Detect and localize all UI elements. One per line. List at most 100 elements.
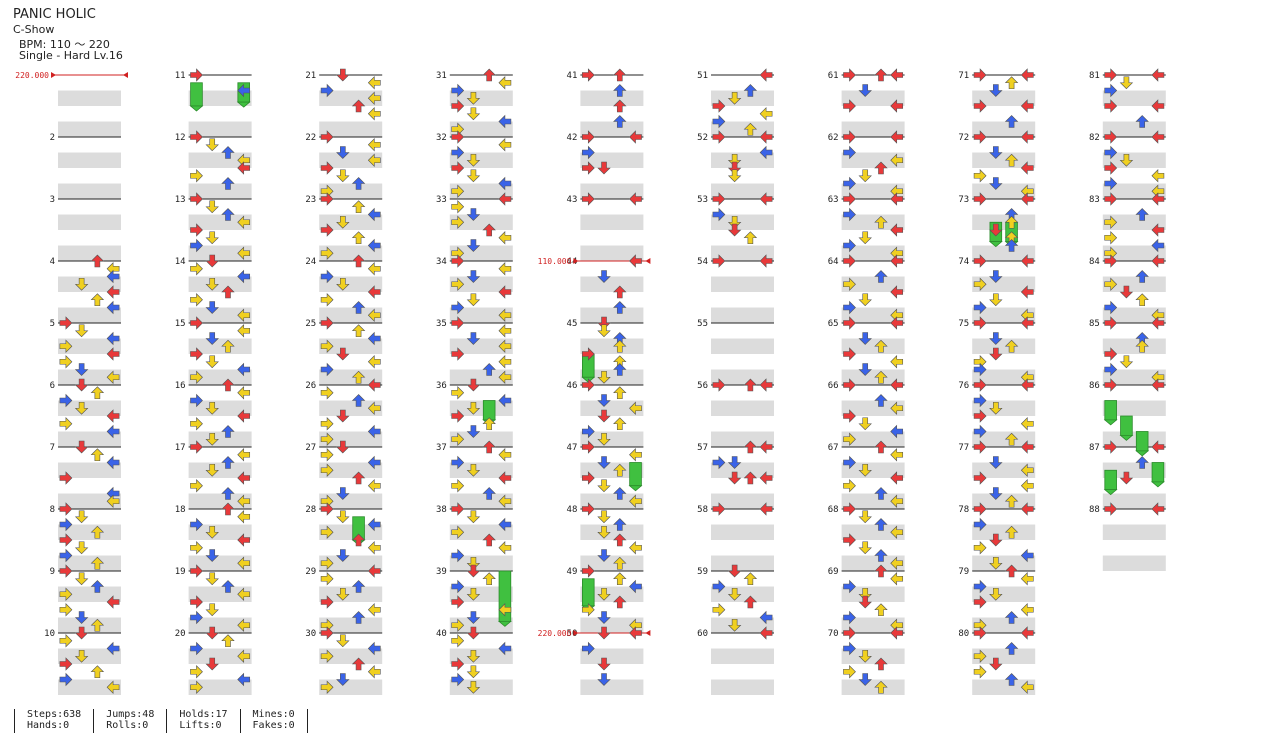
arrow-down-icon: [989, 177, 1003, 190]
arrow-down-icon: [466, 425, 481, 438]
beat-band: [711, 493, 774, 509]
measure-number: 76: [958, 381, 969, 391]
stats-column-end: [306, 709, 320, 733]
arrow-right-icon: [498, 192, 512, 206]
stats-column-holds: Holds:17 Lifts:0: [166, 709, 239, 733]
arrow-down-icon: [727, 587, 742, 601]
measure-number: 59: [697, 567, 708, 577]
arrow-up-icon: [221, 339, 235, 353]
beat-band: [841, 183, 905, 199]
arrow-up-icon: [221, 456, 235, 469]
measure-number: 33: [436, 195, 447, 205]
arrow-up-icon: [351, 231, 366, 245]
beat-band: [841, 555, 905, 571]
arrow-left-icon: [973, 277, 987, 291]
arrow-right-icon: [498, 285, 512, 299]
arrow-right-icon: [498, 393, 512, 408]
arrow-up-icon: [482, 223, 496, 237]
arrow-left-icon: [581, 440, 595, 454]
beat-band: [711, 214, 774, 230]
arrow-right-icon: [367, 378, 381, 392]
beat-band: [711, 617, 774, 633]
measure-number: 71: [958, 71, 969, 81]
measure-number: 12: [175, 133, 186, 143]
beat-band: [580, 524, 644, 540]
arrow-right-icon: [759, 610, 773, 625]
arrow-left-icon: [451, 618, 465, 632]
beat-band: [711, 292, 774, 308]
arrow-right-icon: [237, 471, 251, 485]
arrow-up-icon: [613, 363, 627, 376]
measure-number: 75: [958, 319, 969, 329]
arrow-right-icon: [498, 355, 512, 369]
arrow-down-icon: [336, 146, 350, 159]
arrow-left-icon: [320, 556, 334, 570]
arrow-down-icon: [336, 169, 350, 183]
beat-band: [1102, 462, 1166, 478]
measure-number: 53: [697, 195, 708, 205]
arrow-right-icon: [498, 641, 512, 656]
arrow-right-icon: [367, 479, 381, 493]
arrow-left-icon: [59, 587, 73, 601]
arrow-down-icon: [205, 432, 219, 446]
arrow-right-icon: [890, 68, 904, 82]
measure-number: 35: [436, 319, 447, 329]
arrow-left-icon: [451, 579, 465, 594]
beat-band: [841, 214, 905, 230]
arrow-left-icon: [59, 564, 73, 578]
measure-number: 7: [50, 443, 55, 453]
arrow-left-icon: [320, 269, 334, 284]
arrow-right-icon: [759, 68, 773, 82]
hold-tail: [1103, 489, 1118, 496]
arrow-left-icon: [843, 300, 856, 315]
bpm-change-label: 220.000: [538, 629, 572, 638]
arrow-right-icon: [890, 378, 904, 392]
arrow-right-icon: [1020, 99, 1034, 113]
stat-steps: Steps:638: [27, 709, 82, 720]
beat-band: [711, 540, 774, 556]
arrow-left-icon: [451, 161, 465, 175]
arrow-down-icon: [858, 649, 872, 663]
measure-number: 19: [175, 567, 186, 577]
beat-band: [972, 183, 1036, 199]
arrow-right-icon: [106, 347, 120, 361]
arrow-left-icon: [190, 417, 203, 431]
arrow-left-icon: [1104, 440, 1118, 454]
beat-band: [841, 307, 905, 323]
arrow-right-icon: [498, 176, 512, 191]
arrow-right-icon: [759, 626, 773, 640]
beat-band: [58, 462, 121, 478]
beat-band: [449, 369, 513, 385]
beat-band: [580, 245, 644, 261]
beat-band: [972, 276, 1036, 292]
arrow-up-icon: [1004, 642, 1019, 655]
arrow-left-icon: [59, 393, 73, 408]
arrow-left-icon: [190, 347, 203, 361]
arrow-down-icon: [597, 432, 611, 446]
arrow-right-icon: [1020, 626, 1034, 640]
measure-number: 65: [828, 319, 839, 329]
beat-band: [449, 431, 513, 447]
measure-number: 13: [175, 195, 186, 205]
arrow-left-icon: [59, 339, 73, 353]
arrow-up-icon: [221, 146, 235, 159]
beat-band: [449, 648, 513, 664]
beat-band: [188, 369, 252, 385]
arrow-right-icon: [237, 324, 251, 338]
arrow-right-icon: [1020, 440, 1034, 454]
arrow-up-icon: [613, 533, 627, 547]
arrow-down-icon: [597, 611, 611, 624]
beat-band: [58, 121, 121, 137]
measure-number: 72: [958, 133, 969, 143]
arrow-up-icon: [613, 572, 627, 586]
arrow-up-icon: [874, 339, 888, 353]
hold-tail: [628, 485, 643, 492]
arrow-left-icon: [973, 409, 987, 423]
arrow-down-icon: [858, 595, 872, 609]
beat-band: [58, 183, 121, 199]
arrow-up-icon: [351, 301, 366, 314]
arrow-left-icon: [451, 432, 465, 446]
arrow-left-icon: [712, 603, 726, 617]
arrow-left-icon: [1104, 502, 1118, 516]
arrow-right-icon: [367, 665, 381, 679]
